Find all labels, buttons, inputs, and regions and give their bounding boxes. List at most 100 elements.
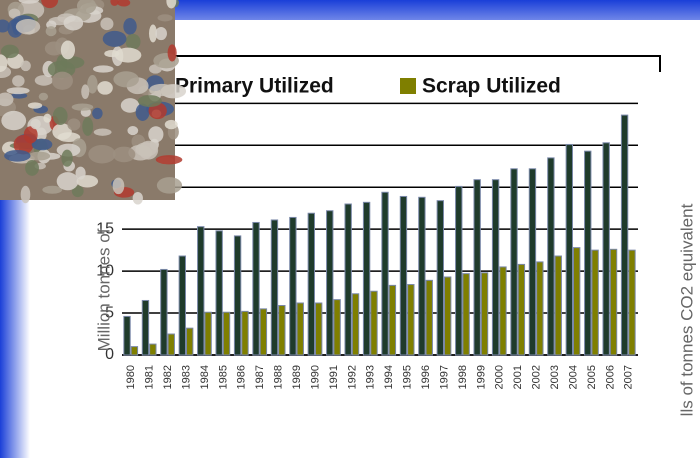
bar (241, 310, 249, 356)
x-tick-label: 2001 (512, 365, 524, 389)
can (167, 44, 177, 62)
bar (436, 200, 444, 356)
y-tick-label: 15 (96, 220, 114, 237)
can (18, 0, 40, 4)
can (0, 44, 19, 59)
x-tick-label: 1984 (199, 365, 211, 389)
bar (547, 157, 555, 356)
can (42, 185, 63, 194)
can (100, 17, 114, 31)
can (56, 172, 79, 191)
can (4, 149, 31, 162)
x-tick-label: 2004 (567, 365, 579, 389)
can (71, 103, 94, 111)
bar (628, 249, 636, 356)
bar (178, 255, 186, 356)
bar (499, 266, 507, 356)
x-tick-label: 1987 (254, 365, 266, 389)
can (41, 0, 59, 9)
bar (289, 216, 297, 356)
x-tick-label: 1992 (346, 365, 358, 389)
can (113, 71, 139, 88)
can (20, 185, 31, 204)
can (92, 65, 114, 73)
y-tick-label: 10 (96, 262, 114, 279)
x-tick-label: 1995 (402, 365, 414, 389)
bar (186, 327, 194, 356)
can (60, 40, 76, 60)
bar (326, 210, 334, 356)
x-tick-label: 1986 (236, 365, 248, 389)
can (87, 75, 98, 94)
x-tick-label: 1980 (125, 365, 137, 389)
x-tick-label: 2002 (531, 365, 543, 389)
can (20, 60, 31, 72)
can (155, 155, 183, 165)
y2-axis-label: lls of tonnes CO2 equivalent (677, 203, 696, 416)
can (149, 83, 175, 97)
bar (233, 235, 242, 356)
can (102, 30, 127, 47)
y-tick-label: 5 (105, 304, 114, 321)
bar (418, 196, 426, 356)
can (156, 177, 183, 194)
can (15, 19, 41, 35)
can (12, 75, 25, 87)
x-tick-label: 1998 (457, 365, 469, 389)
frame (175, 55, 661, 72)
can (43, 113, 52, 123)
can (0, 54, 8, 72)
bar (473, 179, 481, 356)
bar (215, 230, 223, 356)
can (127, 125, 139, 136)
x-tick-label: 2007 (623, 365, 635, 389)
bar (491, 179, 500, 356)
bar (444, 276, 452, 356)
bar (609, 248, 618, 356)
x-tick-label: 1983 (180, 365, 192, 389)
can (0, 92, 14, 107)
bar (399, 195, 408, 356)
can (61, 149, 73, 167)
can (112, 146, 136, 163)
x-tick-label: 1997 (438, 365, 450, 389)
bar (407, 284, 415, 356)
x-tick-label: 1996 (420, 365, 432, 389)
can (155, 26, 167, 41)
can (157, 14, 173, 22)
can (27, 102, 43, 109)
can (51, 71, 73, 90)
bar (584, 150, 592, 356)
bar (536, 261, 544, 356)
bar (565, 143, 574, 356)
bar (160, 268, 168, 356)
can (114, 47, 142, 63)
can (132, 191, 143, 205)
can (137, 95, 162, 107)
bar (307, 212, 315, 356)
can (75, 166, 86, 180)
x-tick-label: 1982 (162, 365, 174, 389)
bar (591, 249, 599, 356)
bar (370, 290, 378, 356)
bar (573, 247, 581, 356)
can (117, 0, 131, 7)
can (125, 33, 141, 50)
bar (480, 272, 489, 356)
x-tick-label: 1999 (475, 365, 487, 389)
bar (296, 302, 304, 356)
can (82, 117, 94, 136)
bar (517, 263, 526, 356)
bar (123, 315, 131, 356)
can (44, 41, 64, 56)
bar (381, 191, 389, 356)
can (97, 81, 113, 95)
can (67, 118, 81, 131)
bar (510, 168, 518, 356)
x-tick-label: 1989 (291, 365, 303, 389)
can (112, 177, 125, 195)
can (34, 75, 53, 86)
x-tick-label: 2000 (494, 365, 506, 389)
can (135, 103, 150, 121)
